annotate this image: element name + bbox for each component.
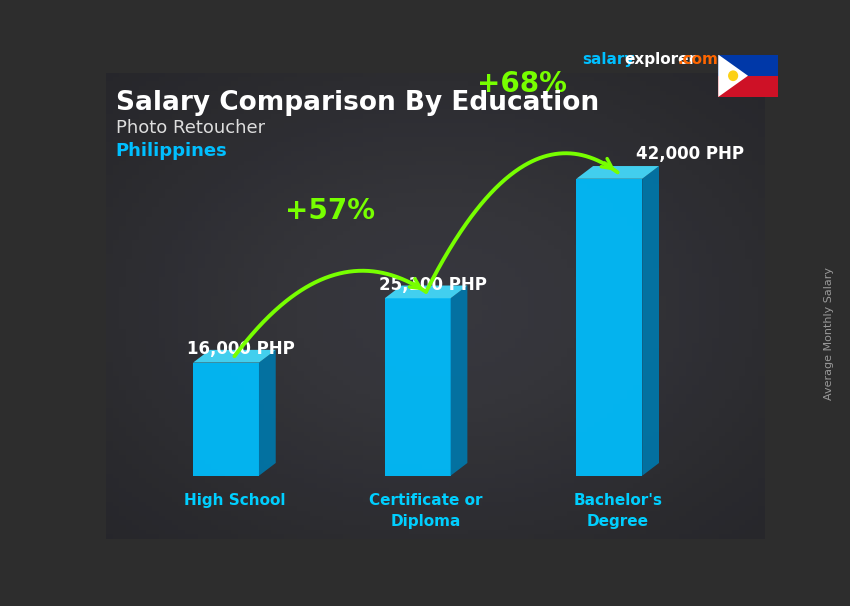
Text: High School: High School	[184, 493, 285, 508]
Text: +57%: +57%	[286, 197, 375, 225]
Text: Average Monthly Salary: Average Monthly Salary	[824, 267, 834, 400]
Polygon shape	[193, 362, 259, 476]
Polygon shape	[718, 55, 748, 97]
Circle shape	[728, 71, 738, 81]
Text: 25,100 PHP: 25,100 PHP	[379, 276, 486, 294]
Text: explorer: explorer	[625, 52, 697, 67]
Text: Photo Retoucher: Photo Retoucher	[116, 119, 265, 137]
Polygon shape	[576, 179, 643, 476]
Polygon shape	[576, 166, 659, 179]
Polygon shape	[718, 55, 778, 76]
Text: Salary Comparison By Education: Salary Comparison By Education	[116, 90, 599, 116]
Text: Certificate or
Diploma: Certificate or Diploma	[369, 493, 483, 530]
Text: Philippines: Philippines	[116, 142, 228, 160]
Text: Bachelor's
Degree: Bachelor's Degree	[573, 493, 662, 530]
Text: .com: .com	[677, 52, 718, 67]
Polygon shape	[385, 285, 468, 298]
Text: 16,000 PHP: 16,000 PHP	[187, 341, 295, 358]
Text: 42,000 PHP: 42,000 PHP	[636, 145, 744, 163]
Polygon shape	[450, 285, 468, 476]
Polygon shape	[259, 350, 275, 476]
Polygon shape	[718, 76, 778, 97]
Polygon shape	[193, 350, 275, 362]
Polygon shape	[643, 166, 659, 476]
Text: salary: salary	[582, 52, 635, 67]
Polygon shape	[385, 298, 450, 476]
Text: +68%: +68%	[477, 70, 567, 98]
